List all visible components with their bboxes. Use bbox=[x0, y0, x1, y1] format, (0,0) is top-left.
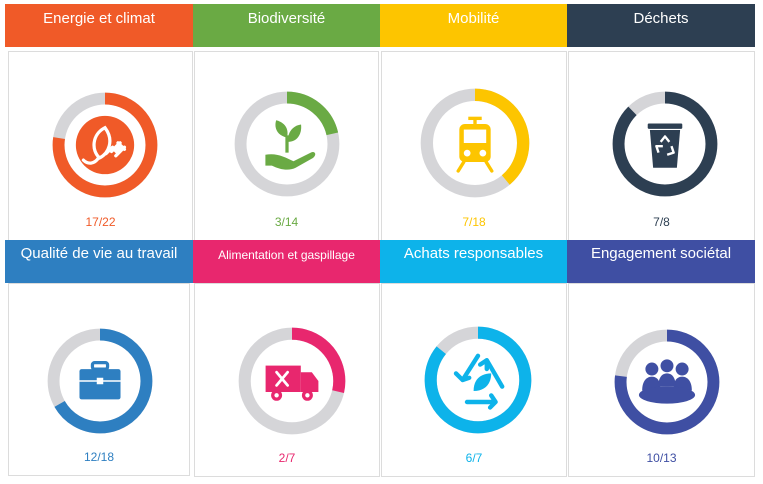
progress-ring bbox=[613, 328, 721, 436]
progress-value: 7/8 bbox=[653, 215, 670, 229]
tile-card: 7/8 bbox=[568, 51, 755, 241]
tile-title: Biodiversité bbox=[247, 10, 326, 27]
tile-card: 3/14 bbox=[194, 51, 379, 241]
progress-ring bbox=[419, 87, 531, 199]
progress-value: 2/7 bbox=[278, 451, 296, 465]
tile-card: 12/18 bbox=[8, 283, 190, 476]
tile-card: 6/7 bbox=[381, 283, 567, 477]
ring-progress bbox=[47, 328, 153, 434]
tile-card: 17/22 bbox=[8, 51, 193, 241]
progress-ring bbox=[51, 91, 159, 199]
tile-header: Mobilité bbox=[380, 4, 567, 47]
progress-value: 7/18 bbox=[462, 215, 486, 229]
ring-progress bbox=[52, 92, 158, 198]
tile-title: Qualité de vie au travail bbox=[20, 245, 178, 262]
progress-value: 10/13 bbox=[646, 451, 677, 465]
progress-value: 17/22 bbox=[85, 215, 116, 229]
tile-card: 10/13 bbox=[568, 283, 755, 477]
recycle-bin-icon bbox=[647, 123, 683, 168]
tile-title: Energie et climat bbox=[43, 10, 155, 27]
tile-header: Qualité de vie au travail bbox=[5, 240, 193, 283]
recycle-leaf-icon bbox=[453, 353, 505, 410]
tile-header: Déchets bbox=[567, 4, 755, 47]
ring-progress bbox=[612, 91, 718, 197]
tile-header: Energie et climat bbox=[5, 4, 193, 47]
progress-value: 3/14 bbox=[274, 215, 299, 229]
tile-header: Alimentation et gaspillage bbox=[193, 240, 380, 283]
progress-value: 6/7 bbox=[465, 451, 483, 465]
plant-in-hand-icon bbox=[265, 120, 316, 170]
tram-icon bbox=[456, 116, 494, 173]
ring-progress bbox=[234, 91, 340, 197]
tile-card: 7/18 bbox=[381, 51, 567, 241]
food-truck-icon bbox=[265, 365, 319, 401]
tile-title: Alimentation et gaspillage bbox=[218, 248, 355, 262]
ring-progress bbox=[424, 326, 532, 434]
progress-ring bbox=[423, 325, 533, 435]
tile-engagement-societal[interactable]: Engagement sociétal 10/13 bbox=[567, 240, 755, 480]
tile-achats-responsables[interactable]: Achats responsables 6/7 bbox=[380, 240, 567, 480]
tile-title: Engagement sociétal bbox=[590, 245, 732, 262]
ring-progress bbox=[420, 88, 530, 198]
tile-header: Biodiversité bbox=[193, 4, 380, 47]
tile-card: 2/7 bbox=[194, 283, 380, 477]
tile-dechets[interactable]: Déchets 7/8 bbox=[567, 4, 755, 241]
leaf-plug-icon bbox=[75, 115, 135, 175]
briefcase-icon bbox=[79, 361, 121, 400]
tile-title: Déchets bbox=[633, 10, 689, 27]
progress-ring bbox=[233, 90, 341, 198]
tile-title: Mobilité bbox=[447, 10, 500, 27]
meeting-group-icon bbox=[638, 359, 696, 404]
ring-progress bbox=[238, 327, 346, 435]
progress-ring bbox=[237, 326, 347, 436]
tile-header: Achats responsables bbox=[380, 240, 567, 283]
tile-mobilite[interactable]: Mobilité 7/18 bbox=[380, 4, 567, 241]
progress-ring bbox=[46, 327, 154, 435]
tile-header: Engagement sociétal bbox=[567, 240, 755, 283]
tile-energie-climat[interactable]: Energie et climat 17/22 bbox=[5, 4, 193, 241]
progress-ring bbox=[611, 90, 719, 198]
progress-value: 12/18 bbox=[83, 450, 115, 464]
tile-qualite-vie-travail[interactable]: Qualité de vie au travail 12/18 bbox=[5, 240, 193, 480]
tile-biodiversite[interactable]: Biodiversité 3/14 bbox=[193, 4, 380, 241]
ring-progress bbox=[614, 329, 720, 435]
tile-alimentation-gaspillage[interactable]: Alimentation et gaspillage 2/7 bbox=[193, 240, 380, 480]
tile-title: Achats responsables bbox=[403, 245, 544, 262]
